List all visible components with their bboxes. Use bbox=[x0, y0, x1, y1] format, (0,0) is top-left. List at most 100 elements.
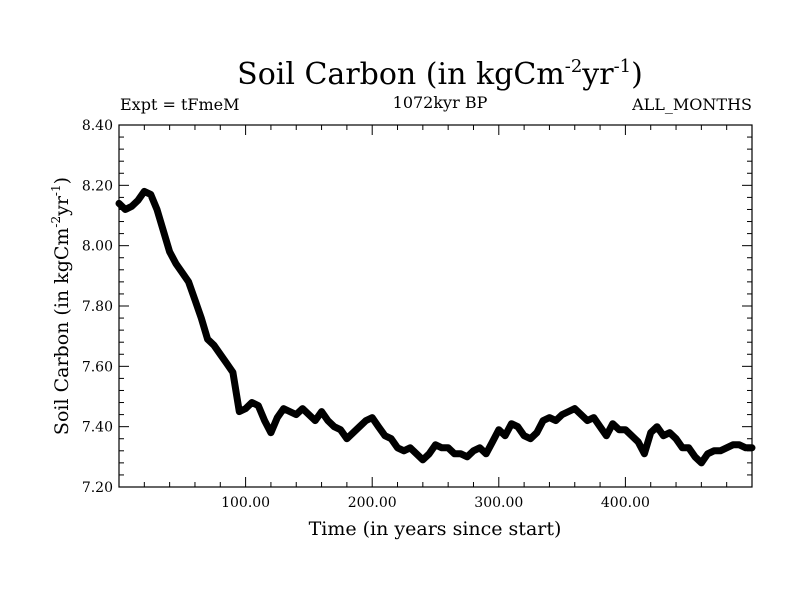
data-point bbox=[187, 280, 191, 284]
data-point bbox=[440, 446, 444, 450]
data-point bbox=[415, 452, 418, 456]
data-point bbox=[699, 461, 703, 465]
data-point bbox=[174, 262, 178, 266]
x-tick-label-2: 300.00 bbox=[474, 495, 523, 511]
data-point bbox=[731, 443, 735, 447]
data-point bbox=[364, 419, 368, 423]
data-point bbox=[718, 449, 722, 453]
data-point bbox=[180, 271, 184, 275]
series-line-0 bbox=[115, 187, 756, 467]
data-point bbox=[237, 410, 241, 414]
data-point bbox=[547, 416, 551, 420]
data-point bbox=[529, 437, 532, 441]
chart-subtitle: 1072kyr BP bbox=[393, 93, 488, 112]
data-point bbox=[453, 452, 456, 456]
data-point bbox=[598, 425, 602, 429]
data-point bbox=[459, 452, 463, 456]
data-point bbox=[421, 458, 425, 462]
data-point bbox=[199, 316, 203, 320]
data-point bbox=[687, 446, 691, 450]
data-point bbox=[497, 428, 501, 432]
data-point bbox=[744, 446, 748, 450]
data-point bbox=[206, 337, 210, 341]
data-point bbox=[370, 416, 374, 420]
x-axis-tick-labels: 100.00 200.00 300.00 400.00 bbox=[221, 495, 650, 511]
data-point bbox=[579, 413, 583, 417]
data-point bbox=[592, 416, 596, 420]
data-point bbox=[383, 434, 387, 438]
data-point bbox=[434, 443, 437, 447]
data-point bbox=[377, 425, 380, 429]
data-point bbox=[294, 413, 298, 417]
data-point bbox=[472, 449, 475, 453]
data-point bbox=[269, 431, 273, 435]
data-point bbox=[661, 434, 665, 438]
data-point bbox=[218, 352, 222, 356]
data-point bbox=[680, 446, 684, 450]
data-point bbox=[566, 410, 570, 414]
data-point bbox=[155, 208, 159, 211]
data-point bbox=[585, 419, 589, 423]
y-axis-ticks bbox=[119, 124, 752, 488]
data-point bbox=[535, 431, 539, 435]
y-tick-label-5: 8.20 bbox=[82, 178, 113, 194]
y-tick-label-0: 7.20 bbox=[82, 480, 113, 496]
minor-ticks bbox=[119, 125, 752, 487]
data-point bbox=[554, 419, 558, 423]
data-point bbox=[212, 343, 216, 347]
data-point bbox=[193, 298, 197, 302]
data-point bbox=[351, 431, 355, 435]
data-point bbox=[693, 455, 697, 459]
data-point bbox=[510, 422, 513, 426]
data-point bbox=[307, 413, 311, 417]
data-point bbox=[402, 449, 406, 453]
data-point bbox=[516, 425, 520, 429]
data-point bbox=[630, 434, 634, 438]
data-point bbox=[231, 370, 235, 374]
y-tick-label-6: 8.40 bbox=[82, 118, 113, 134]
data-point bbox=[478, 446, 482, 450]
data-point bbox=[320, 410, 324, 414]
data-point bbox=[706, 452, 710, 456]
data-point bbox=[301, 407, 305, 411]
data-point bbox=[674, 437, 678, 441]
data-point bbox=[389, 437, 393, 441]
y-tick-label-1: 7.40 bbox=[82, 420, 113, 436]
data-point bbox=[250, 401, 254, 404]
data-point bbox=[225, 361, 229, 365]
data-point bbox=[655, 425, 659, 429]
y-axis-label: Soil Carbon (in kgCm-2yr-1) bbox=[49, 177, 73, 435]
x-axis-label: Time (in years since start) bbox=[309, 518, 562, 540]
data-point bbox=[123, 208, 127, 211]
data-point bbox=[117, 201, 121, 205]
data-point bbox=[491, 440, 494, 444]
data-point bbox=[313, 419, 317, 423]
data-point bbox=[168, 250, 172, 254]
y-tick-label-3: 7.80 bbox=[82, 299, 113, 315]
data-point bbox=[408, 446, 412, 450]
x-tick-label-1: 200.00 bbox=[348, 495, 397, 511]
data-point bbox=[604, 434, 608, 438]
data-point bbox=[130, 204, 134, 208]
data-point bbox=[573, 407, 577, 411]
data-point bbox=[244, 407, 248, 411]
data-point bbox=[339, 428, 342, 432]
months-annotation: ALL_MONTHS bbox=[631, 95, 752, 114]
data-point bbox=[712, 449, 716, 453]
data-point bbox=[263, 419, 267, 423]
data-point bbox=[142, 189, 146, 193]
data-point bbox=[617, 428, 621, 432]
x-tick-label-3: 400.00 bbox=[601, 495, 650, 511]
data-point bbox=[288, 410, 292, 414]
data-point bbox=[611, 422, 615, 426]
data-point bbox=[503, 434, 507, 438]
data-point bbox=[427, 452, 431, 456]
data-point bbox=[358, 425, 361, 429]
data-point bbox=[136, 198, 140, 202]
data-point bbox=[725, 446, 729, 450]
data-point bbox=[282, 407, 286, 411]
experiment-annotation: Expt = tFmeM bbox=[120, 95, 240, 114]
data-point bbox=[149, 192, 153, 196]
